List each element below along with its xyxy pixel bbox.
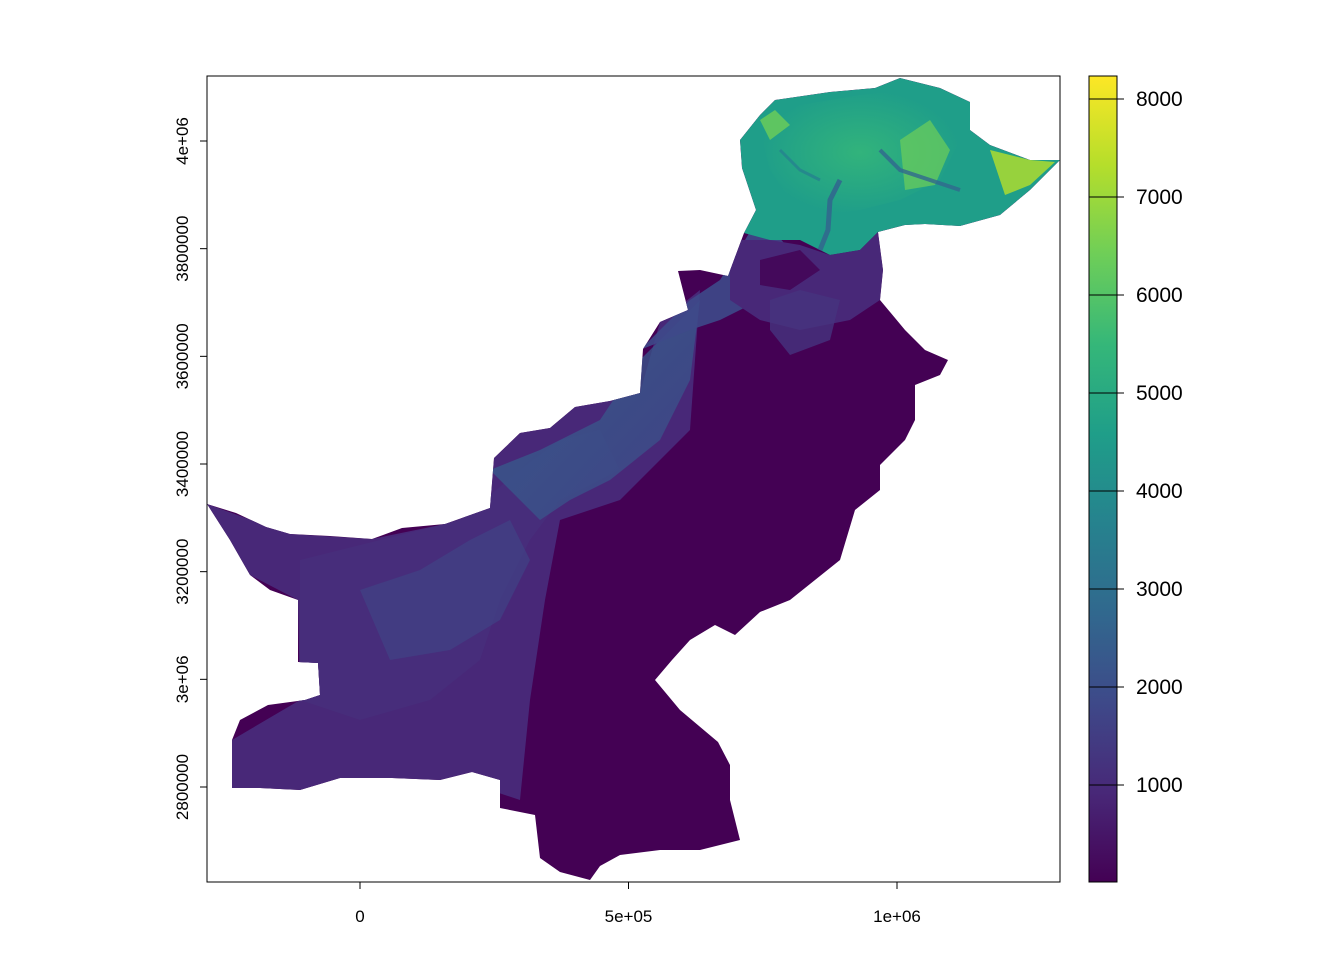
x-tick-label: 0 (355, 907, 364, 926)
colorbar-tick-label: 3000 (1136, 578, 1183, 601)
colorbar-axis: 1000 2000 3000 4000 5000 6000 7000 8000 (1089, 88, 1183, 797)
x-tick-label: 1e+06 (873, 907, 921, 926)
y-tick-label: 2800000 (173, 754, 192, 820)
colorbar (1088, 75, 1118, 883)
colorbar-tick-label: 7000 (1136, 186, 1183, 209)
y-tick-label: 3400000 (173, 431, 192, 497)
y-tick-label: 3600000 (173, 323, 192, 389)
colorbar-tick-label: 2000 (1136, 676, 1183, 699)
y-tick-label: 3800000 (173, 216, 192, 282)
colorbar-tick-label: 8000 (1136, 88, 1183, 111)
y-axis: 2800000 3e+06 3200000 3400000 3600000 3800000… (173, 117, 208, 820)
x-tick-label: 5e+05 (605, 907, 653, 926)
colorbar-tick-label: 1000 (1136, 774, 1183, 797)
y-tick-label: 4e+06 (173, 117, 192, 165)
colorbar-tick-label: 5000 (1136, 382, 1183, 405)
y-tick-label: 3e+06 (173, 655, 192, 703)
y-tick-label: 3200000 (173, 539, 192, 605)
x-axis: 0 5e+05 1e+06 (355, 881, 921, 926)
pakistan-elevation-raster (207, 78, 1060, 880)
colorbar-tick-label: 6000 (1136, 284, 1183, 307)
colorbar-tick-label: 4000 (1136, 480, 1183, 503)
